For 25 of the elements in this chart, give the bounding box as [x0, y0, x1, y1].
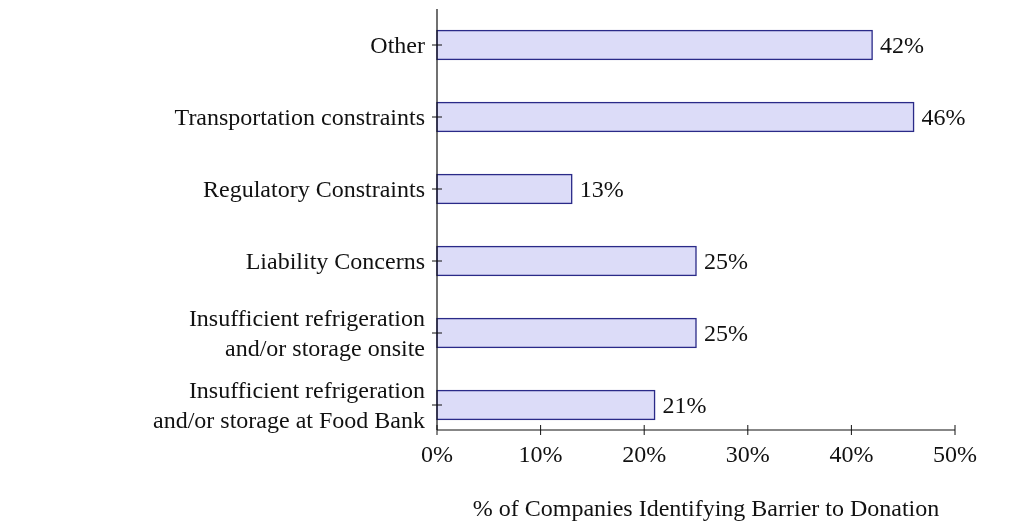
y-tick-label: Insufficient refrigeration and/or storage at Food Bank — [153, 377, 425, 434]
data-label: 25% — [704, 320, 748, 347]
bar — [436, 245, 697, 277]
data-label: 42% — [880, 32, 925, 59]
x-tick-label: 30% — [725, 441, 770, 467]
x-tick-label: 10% — [518, 441, 563, 467]
data-label: 13% — [579, 176, 624, 203]
x-tick-label: 50% — [933, 441, 977, 467]
y-tick-label: Regulatory Constraints — [203, 176, 425, 203]
y-tick-label: Transportation constraints — [174, 104, 425, 131]
data-label: 46% — [921, 104, 966, 131]
bar — [436, 101, 915, 133]
x-tick-label: 40% — [829, 441, 874, 467]
y-tick-label: Other — [370, 32, 425, 59]
x-tick-label: 0% — [421, 441, 453, 467]
bar — [436, 317, 697, 349]
bar — [436, 173, 573, 205]
x-axis-title: % of Companies Identifying Barrier to Donation — [472, 495, 940, 521]
data-label: 21% — [662, 392, 707, 419]
bar — [436, 389, 656, 421]
x-tick-label: 20% — [622, 441, 667, 467]
data-label: 25% — [704, 248, 748, 275]
y-tick-label: Insufficient refrigeration and/or storage onsite — [188, 305, 425, 362]
bar — [436, 29, 873, 61]
y-tick-label: Liability Concerns — [245, 248, 425, 275]
